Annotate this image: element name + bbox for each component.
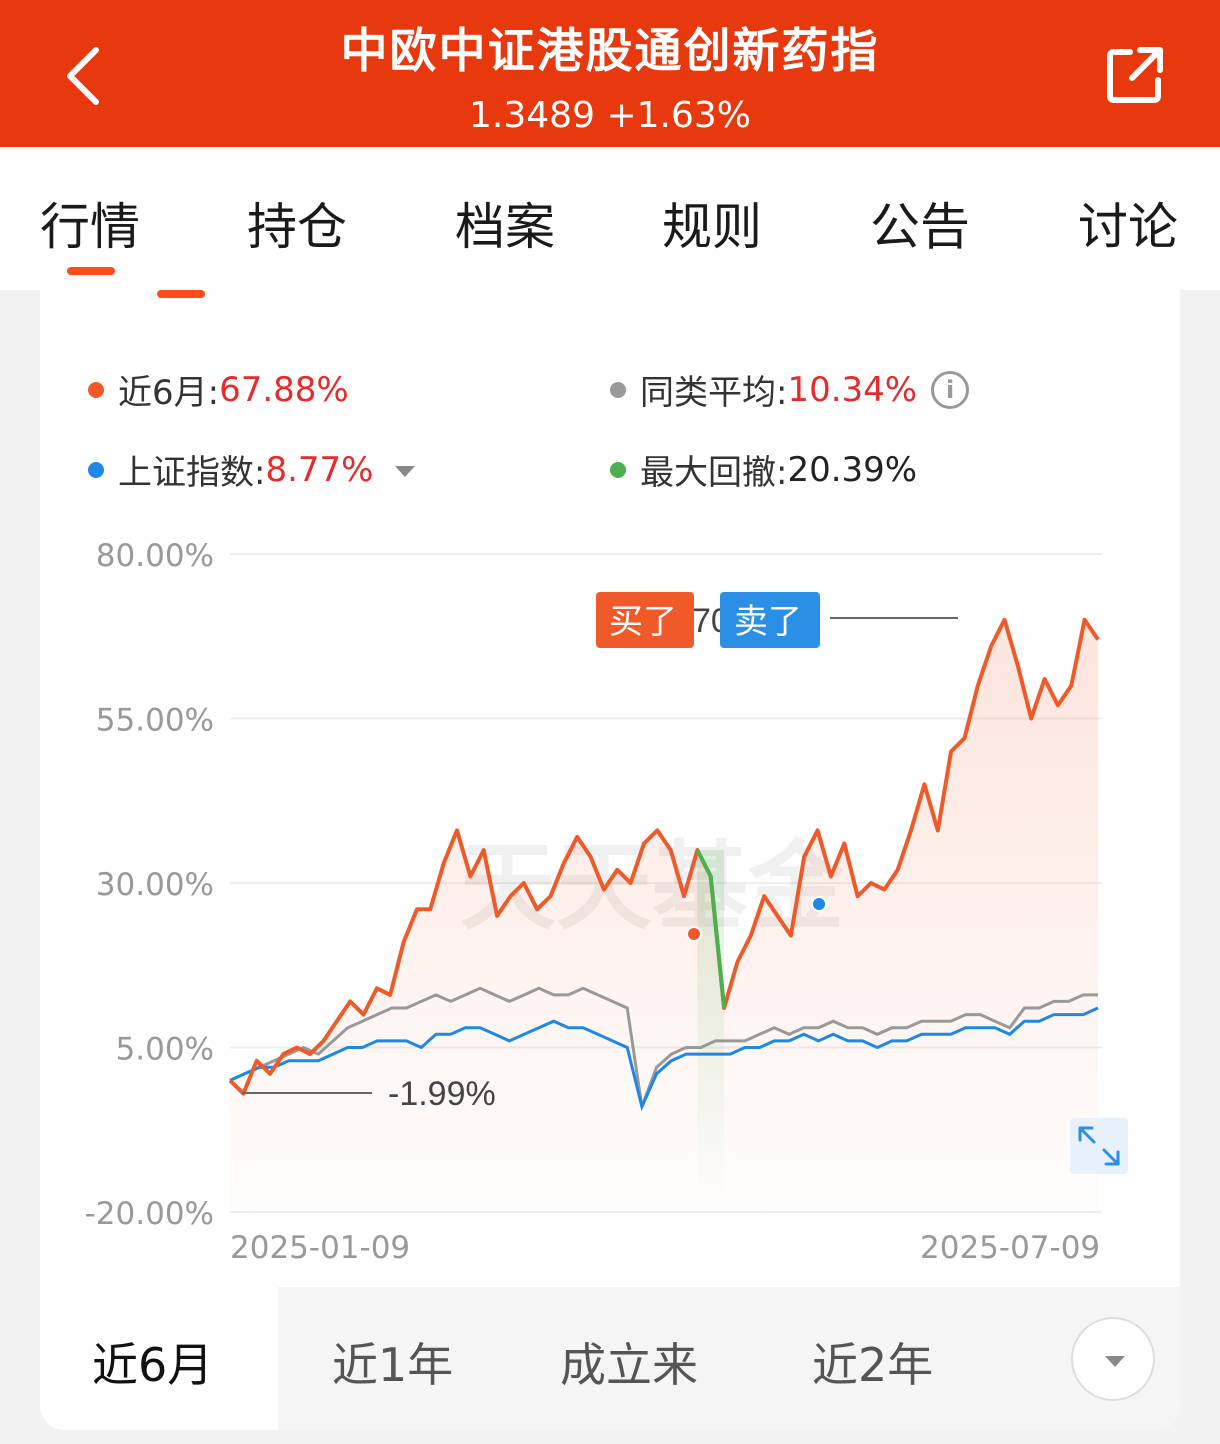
- tab-discussion[interactable]: 讨论: [1078, 198, 1178, 256]
- performance-chart[interactable]: 天天基金 80.00%55.00%30.00%5.00%-20.00% 70.6…: [40, 290, 1180, 1290]
- sell-label: 卖了: [734, 602, 802, 642]
- legend-drawdown-value: 20.39%: [787, 449, 918, 490]
- expand-button[interactable]: [1070, 1118, 1128, 1174]
- period-1y[interactable]: 近1年: [332, 1338, 454, 1392]
- tab-market[interactable]: 行情: [40, 198, 140, 256]
- chart-card: 近6月: 67.88% 同类平均: 10.34% i 上证指数: 8.77% 最…: [40, 290, 1180, 1430]
- info-icon[interactable]: i: [931, 370, 970, 409]
- dropdown-arrow-icon[interactable]: [395, 466, 416, 477]
- tab-profile[interactable]: 档案: [455, 198, 555, 256]
- legend-dot-drawdown: [610, 461, 626, 478]
- legend-fund-label: 近6月:: [118, 373, 220, 413]
- y-tick-label: 55.00%: [96, 703, 214, 739]
- page-title: 中欧中证港股通创新药指: [340, 24, 880, 79]
- x-label-end: 2025-07-09: [920, 1230, 1100, 1266]
- share-button[interactable]: [1100, 40, 1170, 110]
- y-tick-label: 80.00%: [96, 538, 214, 574]
- more-periods-button[interactable]: [1071, 1317, 1155, 1401]
- tab-bar: 行情 持仓 档案 规则 公告 讨论: [0, 147, 1220, 290]
- tab-holdings[interactable]: 持仓: [247, 198, 347, 256]
- legend-dot-peer: [610, 381, 626, 398]
- legend-index-label: 上证指数:: [118, 453, 266, 493]
- min-label: -1.99%: [388, 1075, 496, 1113]
- series-line-fund: [228, 617, 1100, 1096]
- period-since-inception[interactable]: 成立来: [560, 1338, 698, 1392]
- buy-label: 买了: [609, 602, 677, 642]
- fund-area: [230, 619, 1098, 1212]
- period-selector: 近6月 近1年 成立来 近2年: [40, 1287, 1180, 1430]
- legend-fund: 近6月: 67.88%: [88, 365, 349, 414]
- y-tick-label: 30.00%: [96, 867, 214, 903]
- y-tick-label: -20.00%: [85, 1196, 214, 1232]
- legend-peer: 同类平均: 10.34% i: [610, 365, 970, 414]
- expand-icon: [1078, 1126, 1120, 1166]
- drawdown-segment: [695, 849, 727, 1009]
- sell-point: [811, 896, 827, 912]
- period-2y[interactable]: 近2年: [812, 1338, 934, 1392]
- legend-peer-value: 10.34%: [787, 369, 918, 410]
- subtab-indicator: [157, 290, 205, 298]
- y-tick-label: 5.00%: [116, 1032, 214, 1068]
- period-selector-bg: [278, 1287, 1180, 1430]
- legend-peer-label: 同类平均:: [640, 373, 788, 413]
- legend-index-value: 8.77%: [265, 449, 374, 490]
- back-button[interactable]: [52, 36, 116, 116]
- legend-dot-index: [88, 461, 104, 478]
- series-line-index: [229, 1006, 1099, 1112]
- legend-drawdown-label: 最大回撤:: [640, 453, 788, 493]
- header-bar: 中欧中证港股通创新药指 1.3489 +1.63%: [0, 0, 1220, 147]
- tab-announcements[interactable]: 公告: [870, 198, 970, 256]
- buy-point: [686, 926, 702, 942]
- share-icon: [1107, 47, 1163, 103]
- legend-fund-value: 67.88%: [219, 369, 349, 410]
- price-summary: 1.3489 +1.63%: [300, 95, 920, 136]
- tab-rules[interactable]: 规则: [662, 198, 762, 256]
- legend-dot-fund: [88, 381, 104, 398]
- chevron-left-icon: [67, 47, 99, 105]
- x-label-start: 2025-01-09: [230, 1230, 410, 1266]
- active-tab-indicator: [67, 267, 115, 275]
- buy-tag[interactable]: 买了: [596, 592, 694, 648]
- legend-drawdown: 最大回撤: 20.39%: [610, 445, 917, 494]
- legend-index[interactable]: 上证指数: 8.77%: [88, 445, 416, 494]
- period-6m[interactable]: 近6月: [92, 1338, 214, 1392]
- drawdown-band: [697, 850, 725, 1212]
- price-change: +1.63%: [606, 95, 751, 136]
- price-value: 1.3489: [469, 95, 595, 136]
- series-line-peer: [229, 986, 1098, 1108]
- sell-tag[interactable]: 卖了: [720, 592, 820, 648]
